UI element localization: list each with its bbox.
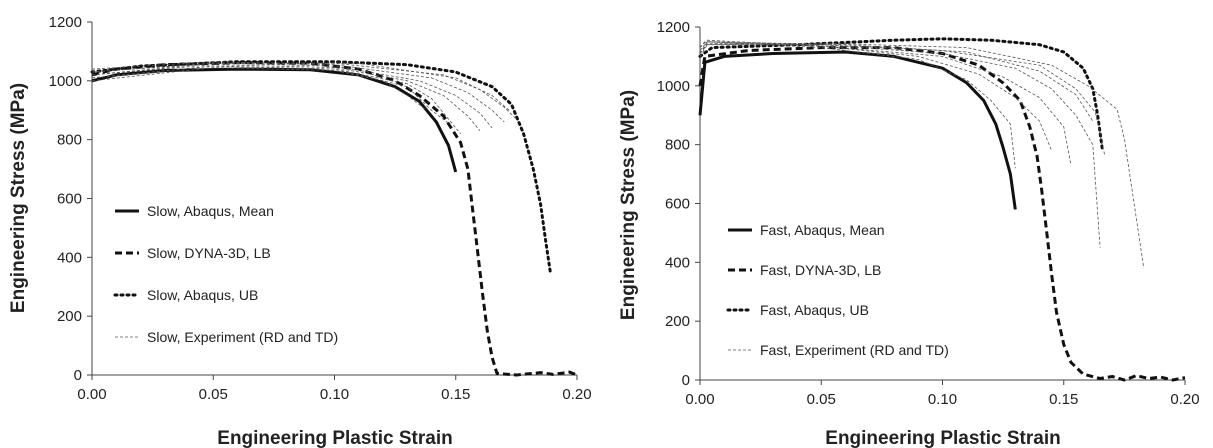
right-x-axis-title: Engineering Plastic Strain bbox=[825, 428, 1060, 448]
right-x-tick-label: 0.00 bbox=[685, 391, 714, 408]
left-x-tick-label: 0.00 bbox=[77, 386, 106, 403]
left-x-tick-label: 0.05 bbox=[199, 386, 228, 403]
left-x-tick-label: 0.15 bbox=[441, 386, 470, 403]
left-legend-label-3: Slow, Abaqus, UB bbox=[147, 287, 258, 303]
left-series-group bbox=[90, 60, 578, 377]
right-y-axis-title: Engineering Stress (MPa) bbox=[618, 90, 639, 320]
left-y-tick-label: 0 bbox=[74, 367, 82, 384]
right-series-line-2 bbox=[698, 46, 1186, 382]
right-y-tick-label: 1200 bbox=[657, 19, 690, 36]
right-y-tick-label: 400 bbox=[665, 254, 690, 271]
left-x-axis-title: Engineering Plastic Strain bbox=[217, 428, 452, 448]
left-series-line-4-4 bbox=[91, 61, 505, 123]
left-series-line-4-1 bbox=[91, 65, 461, 135]
left-x-tick-label: 0.10 bbox=[320, 386, 349, 403]
right-x-tick-label: 0.05 bbox=[807, 391, 836, 408]
left-y-tick-label: 800 bbox=[57, 132, 82, 149]
right-y-tick-label: 200 bbox=[665, 313, 690, 330]
left-series-line-4-2 bbox=[91, 64, 481, 132]
left-x-tick-label: 0.20 bbox=[562, 386, 591, 403]
right-y-tick-label: 0 bbox=[682, 372, 690, 389]
right-legend-label-3: Fast, Abaqus, UB bbox=[760, 302, 869, 318]
left-legend-label-4: Slow, Experiment (RD and TD) bbox=[147, 329, 338, 345]
right-y-tick-label: 600 bbox=[665, 196, 690, 213]
left-y-axis-title: Engineering Stress (MPa) bbox=[8, 83, 29, 313]
right-x-tick-label: 0.10 bbox=[928, 391, 957, 408]
right-series-line-4-6 bbox=[699, 42, 1145, 269]
left-series-line-4-6 bbox=[91, 62, 510, 111]
right-legend: Fast, Abaqus, Mean Fast, DYNA-3D, LB Fast,… bbox=[726, 222, 949, 358]
right-series-line-4-3 bbox=[699, 41, 1072, 166]
left-legend-label-1: Slow, Abaqus, Mean bbox=[147, 203, 274, 219]
right-x-tick-label: 0.20 bbox=[1170, 391, 1199, 408]
left-y-tick-label: 600 bbox=[57, 191, 82, 208]
left-series-line-3 bbox=[90, 60, 552, 274]
left-series-line-4-7 bbox=[91, 65, 452, 126]
right-legend-label-1: Fast, Abaqus, Mean bbox=[760, 222, 885, 238]
right-x-tick-label: 0.15 bbox=[1049, 391, 1078, 408]
right-series-line-3 bbox=[698, 37, 1104, 152]
left-y-tick-label: 400 bbox=[57, 249, 82, 266]
right-y-tick-label: 800 bbox=[665, 137, 690, 154]
right-y-tick-label: 1000 bbox=[657, 78, 690, 95]
right-series-group bbox=[698, 37, 1186, 382]
right-chart: 0 200 400 600 800 1000 1200 0.00 0.05 0.10 0.15 0.… bbox=[618, 19, 1200, 448]
right-series-line-4-4 bbox=[699, 44, 1101, 248]
left-legend: Slow, Abaqus, Mean Slow, DYNA-3D, LB Slow,… bbox=[113, 203, 338, 345]
left-y-tick-label: 1200 bbox=[49, 14, 82, 31]
left-chart: 0 200 400 600 800 1000 1200 0.00 0.05 0.10 0.15 0.… bbox=[8, 14, 592, 448]
left-series-line-4-8 bbox=[91, 67, 427, 111]
left-y-tick-label: 200 bbox=[57, 308, 82, 325]
right-series-line-4-5 bbox=[699, 42, 1106, 157]
right-legend-label-2: Fast, DYNA-3D, LB bbox=[760, 262, 881, 278]
left-y-tick-label: 1000 bbox=[49, 73, 82, 90]
right-series-line-1 bbox=[698, 50, 1017, 210]
left-legend-label-2: Slow, DYNA-3D, LB bbox=[147, 245, 271, 261]
right-series-line-4-1 bbox=[699, 41, 1016, 169]
right-series-line-4-2 bbox=[699, 39, 1052, 151]
right-legend-label-4: Fast, Experiment (RD and TD) bbox=[760, 342, 949, 358]
right-series-line-4-7 bbox=[699, 41, 1094, 122]
